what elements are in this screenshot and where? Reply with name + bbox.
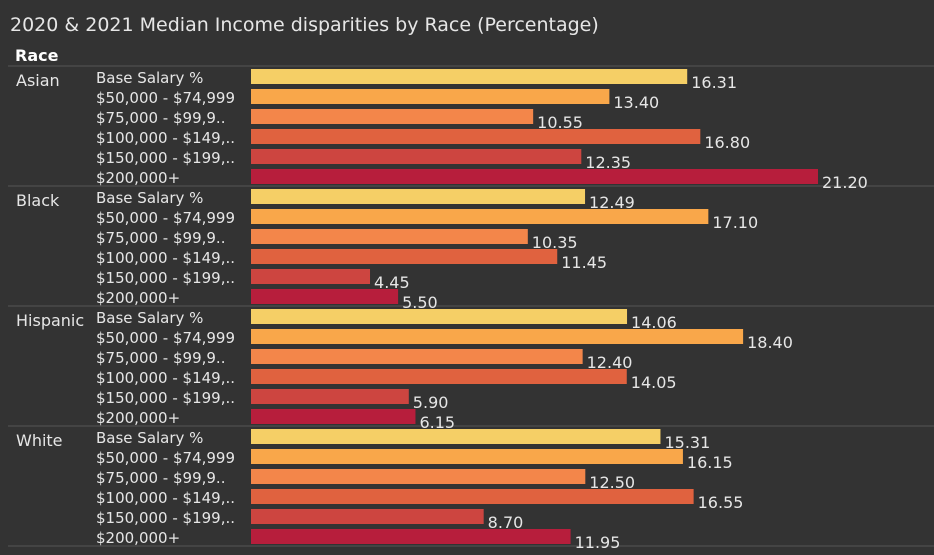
race-group-white: White Base Salary % 15.31 $50,000 - $74,999…: [16, 429, 743, 552]
race-label: Hispanic: [16, 311, 84, 330]
value-label: 17.10: [712, 213, 758, 232]
row-header: Race: [15, 46, 59, 65]
race-label: White: [16, 431, 63, 450]
value-label: 16.80: [704, 133, 750, 152]
category-label: $200,000+: [96, 289, 180, 307]
bar: [251, 289, 399, 304]
chart-title: 2020 & 2021 Median Income disparities by…: [10, 14, 599, 36]
bar: [251, 169, 818, 184]
category-label: $75,000 - $99,9..: [96, 109, 225, 127]
value-label: 14.05: [631, 373, 677, 392]
bar: [251, 89, 610, 104]
value-label: 5.50: [402, 293, 438, 312]
value-label: 13.40: [613, 93, 659, 112]
bar: [251, 349, 583, 364]
bar: [251, 489, 694, 504]
value-label: 10.55: [537, 113, 583, 132]
value-label: 16.15: [687, 453, 733, 472]
bar: [251, 229, 528, 244]
category-label: $50,000 - $74,999: [96, 329, 235, 347]
race-label: Black: [16, 191, 60, 210]
value-label: 18.40: [747, 333, 793, 352]
race-group-asian: Asian Base Salary % 16.31 $50,000 - $74,999…: [16, 69, 868, 192]
category-label: Base Salary %: [96, 309, 203, 327]
category-label: $100,000 - $149,..: [96, 369, 235, 387]
value-label: 16.55: [698, 493, 744, 512]
category-label: $150,000 - $199,..: [96, 509, 235, 527]
bar: [251, 269, 371, 284]
race-group-hispanic: Hispanic Base Salary % 14.06 $50,000 - $74,…: [16, 309, 793, 432]
bar: [251, 69, 688, 84]
bar: [251, 189, 586, 204]
category-label: Base Salary %: [96, 429, 203, 447]
bar: [251, 369, 627, 384]
category-label: $50,000 - $74,999: [96, 449, 235, 467]
value-label: 12.35: [585, 153, 631, 172]
value-label: 12.50: [589, 473, 635, 492]
value-label: 21.20: [822, 173, 868, 192]
bar: [251, 449, 683, 464]
category-label: Base Salary %: [96, 189, 203, 207]
category-label: Base Salary %: [96, 69, 203, 87]
value-label: 6.15: [419, 413, 455, 432]
category-label: $50,000 - $74,999: [96, 89, 235, 107]
category-label: $150,000 - $199,..: [96, 149, 235, 167]
value-label: 11.45: [561, 253, 607, 272]
value-label: 12.49: [589, 193, 635, 212]
bar: [251, 329, 744, 344]
bar: [251, 209, 709, 224]
category-label: $75,000 - $99,9..: [96, 469, 225, 487]
category-label: $200,000+: [96, 529, 180, 547]
value-label: 15.31: [664, 433, 710, 452]
value-label: 8.70: [488, 513, 524, 532]
category-label: $150,000 - $199,..: [96, 389, 235, 407]
bar: [251, 109, 534, 124]
value-label: 4.45: [374, 273, 410, 292]
bar: [251, 529, 571, 544]
bar: [251, 249, 558, 264]
value-label: 12.40: [587, 353, 633, 372]
bar: [251, 129, 701, 144]
category-label: $200,000+: [96, 409, 180, 427]
bar: [251, 469, 586, 484]
bar: [251, 309, 628, 324]
value-label: 5.90: [413, 393, 449, 412]
bar: [251, 389, 409, 404]
category-label: $200,000+: [96, 169, 180, 187]
bar: [251, 509, 484, 524]
race-label: Asian: [16, 71, 60, 90]
bar: [251, 149, 582, 164]
chart-body: Asian Base Salary % 16.31 $50,000 - $74,999…: [8, 65, 934, 552]
value-label: 16.31: [691, 73, 737, 92]
category-label: $100,000 - $149,..: [96, 129, 235, 147]
category-label: $100,000 - $149,..: [96, 249, 235, 267]
race-group-black: Black Base Salary % 12.49 $50,000 - $74,999…: [16, 189, 758, 312]
category-label: $75,000 - $99,9..: [96, 349, 225, 367]
value-label: 14.06: [631, 313, 677, 332]
category-label: $75,000 - $99,9..: [96, 229, 225, 247]
bar: [251, 409, 416, 424]
value-label: 11.95: [575, 533, 621, 552]
bar: [251, 429, 661, 444]
value-label: 10.35: [532, 233, 578, 252]
category-label: $50,000 - $74,999: [96, 209, 235, 227]
category-label: $100,000 - $149,..: [96, 489, 235, 507]
category-label: $150,000 - $199,..: [96, 269, 235, 287]
